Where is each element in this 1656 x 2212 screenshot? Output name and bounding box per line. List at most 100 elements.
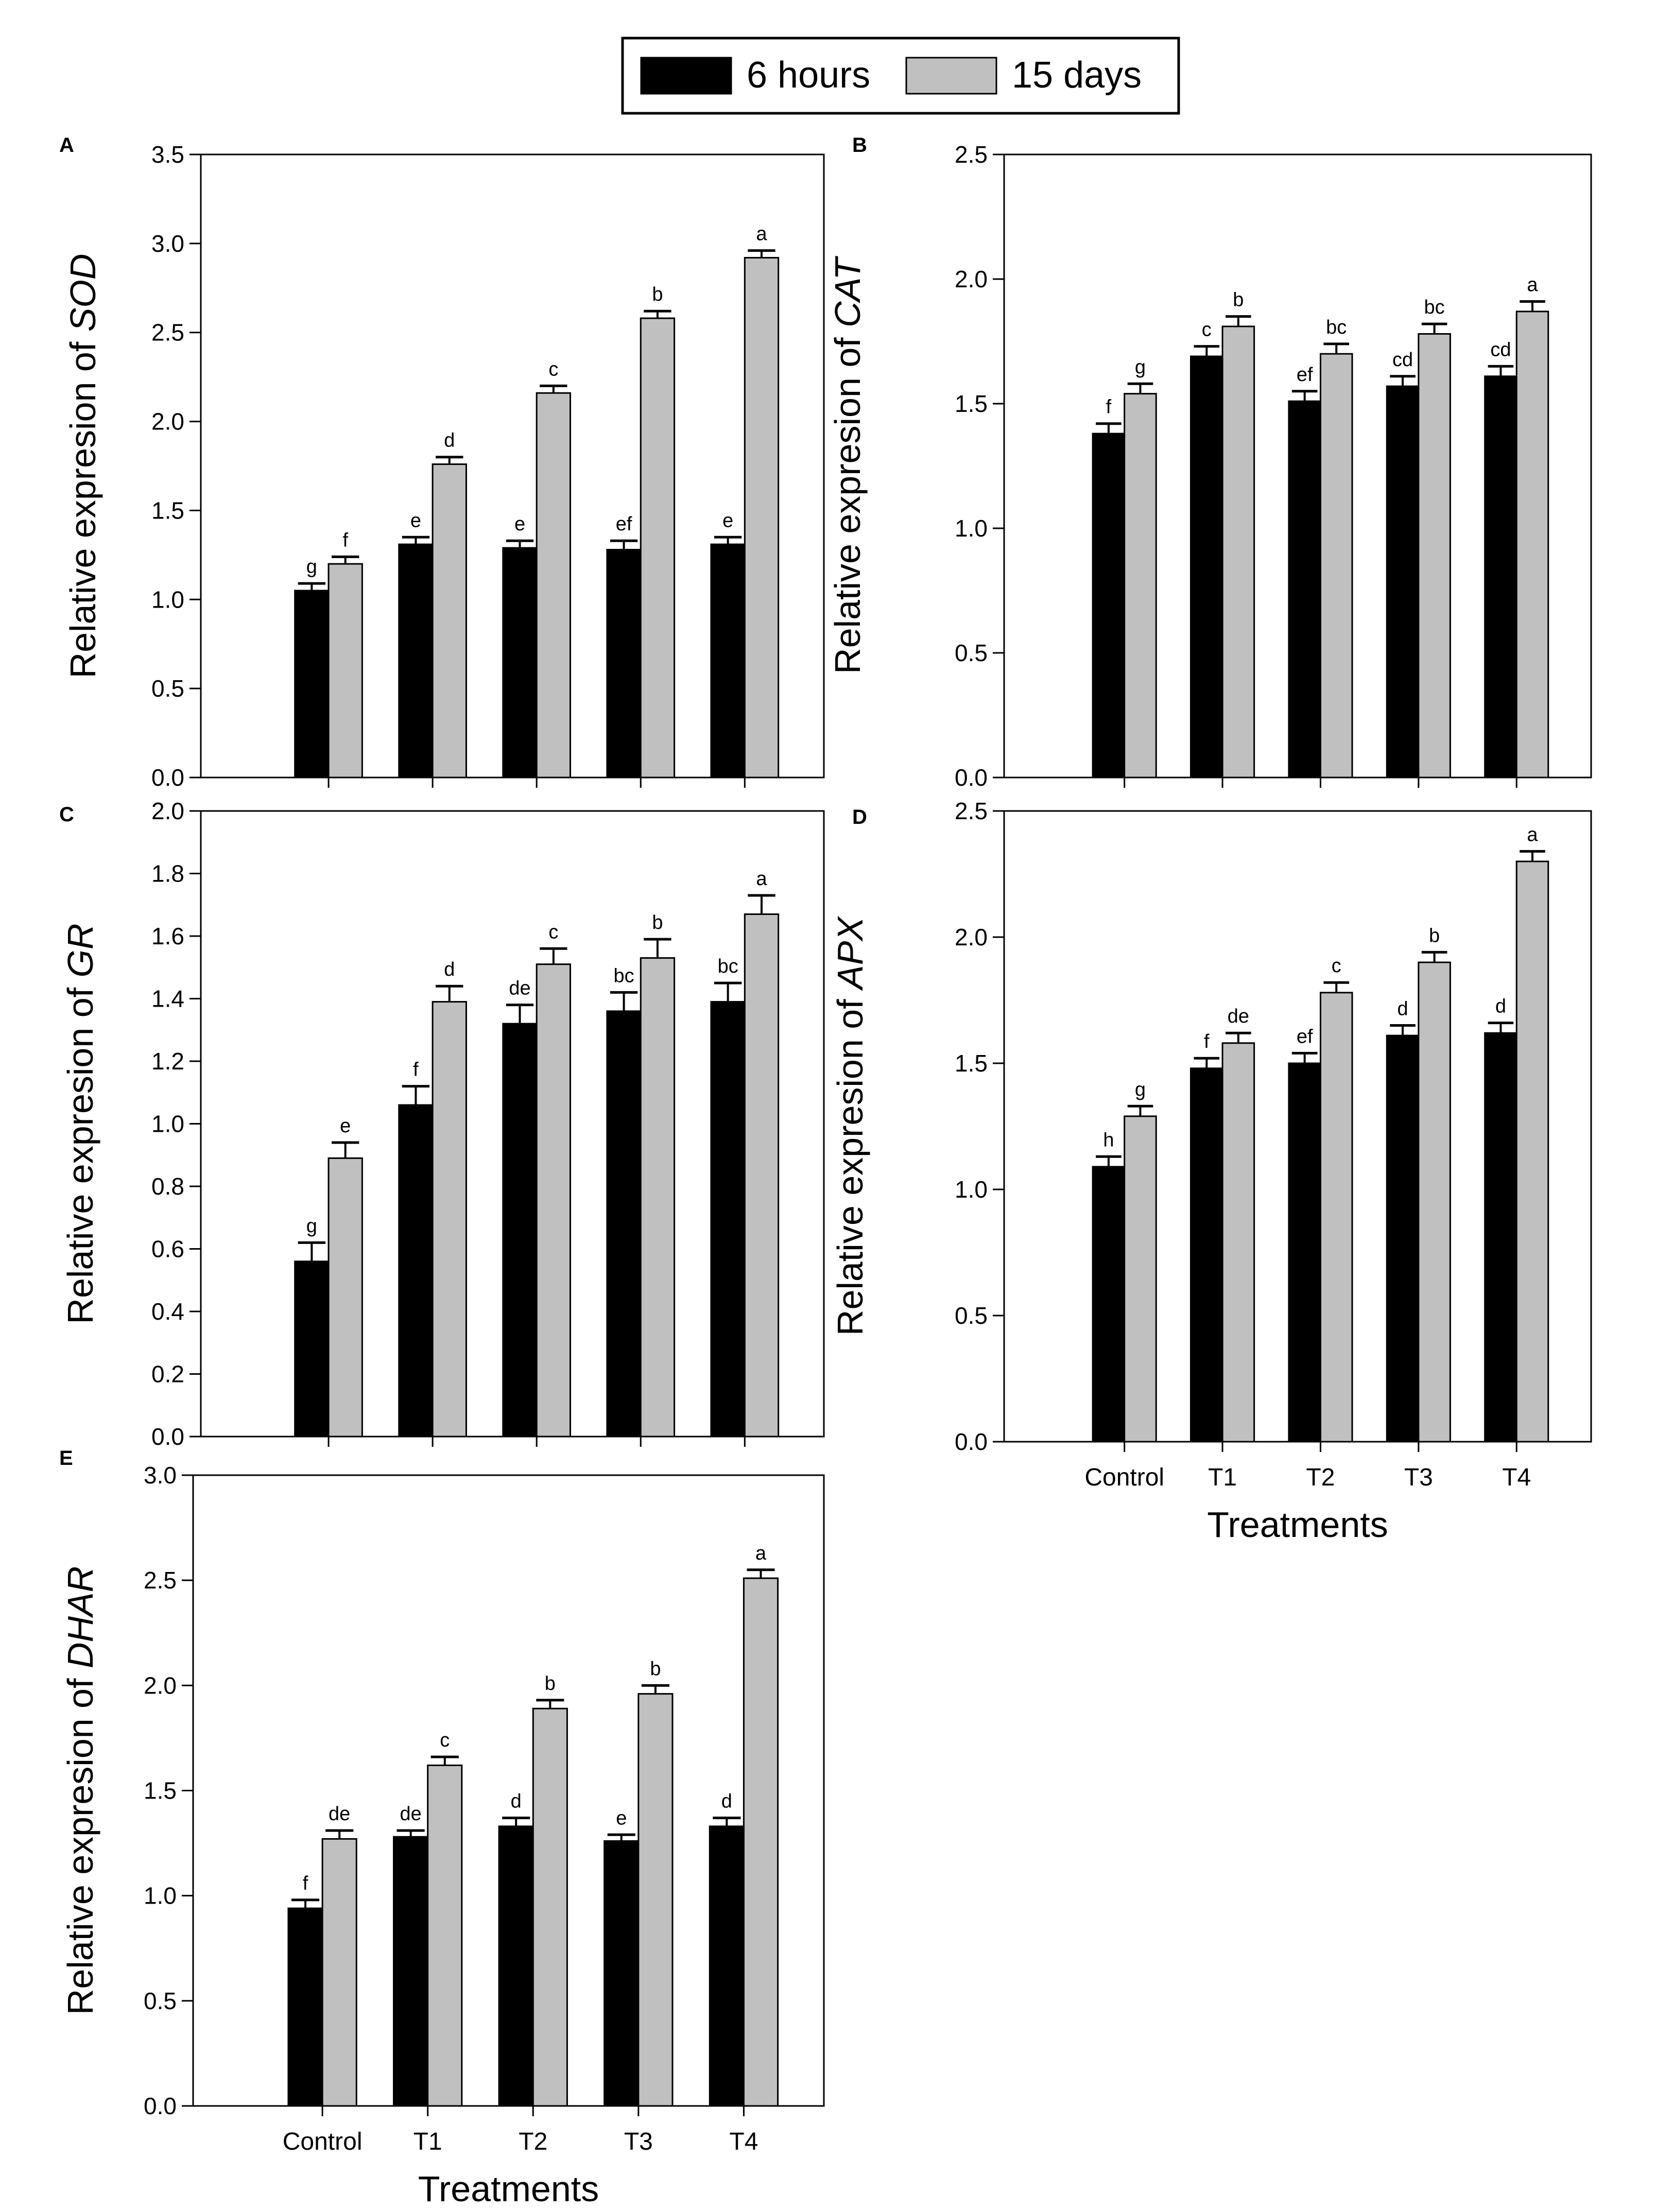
bar (1484, 1032, 1517, 1443)
bar (502, 547, 538, 779)
y-tick-label: 2.5 (151, 319, 184, 346)
significance-letter: b (652, 284, 663, 305)
y-tick-label: 1.6 (151, 923, 184, 949)
panel-cat: 0.0 0.5 1.0 1.5 2.0 2.5 f g cb ef bc cd bc cd a B Relati… (827, 134, 1592, 791)
category-label: T3 (1404, 1464, 1433, 1491)
significance-letter: de (400, 1803, 421, 1825)
significance-letter: bc (1424, 297, 1445, 318)
y-tick-label: 2.5 (144, 1567, 177, 1594)
bar (1124, 393, 1157, 779)
legend-label-15-days: 15 days (1012, 55, 1142, 96)
significance-letter: cd (1392, 349, 1413, 371)
bar (640, 317, 676, 779)
y-tick-label: 0.2 (151, 1361, 184, 1388)
category-label: T1 (413, 2128, 442, 2155)
y-axis-label: Relative expresion of GR (60, 923, 100, 1324)
y-axis-label: Relative expresion of SOD (63, 254, 103, 679)
bar (398, 1104, 434, 1438)
y-tick-label: 0.0 (151, 764, 184, 791)
bar (1092, 1166, 1126, 1443)
bar (432, 463, 467, 779)
panel-sod: 0.0 0.5 1.0 1.5 2.0 2.5 3.0 3.5 g f e d e c ef b e a A Rela… (59, 134, 825, 791)
y-tick-label: 0.5 (955, 1302, 988, 1329)
category-label: Control (283, 2128, 363, 2155)
y-tick-label: 1.5 (144, 1777, 177, 1804)
bar (393, 1836, 429, 2107)
significance-letter: c (440, 1730, 450, 1751)
panel-letter: D (852, 806, 867, 828)
bar (637, 1693, 674, 2107)
significance-letter: a (756, 223, 767, 245)
bar (321, 1838, 357, 2107)
y-tick-label: 1.5 (151, 497, 184, 524)
bar (1221, 1042, 1255, 1443)
category-label: T4 (1502, 1464, 1531, 1491)
chart-panels: 0.00.51.01.52.02.53.03.5gfedecefbeaARela… (59, 134, 1592, 2209)
significance-letter: ef (1297, 1026, 1313, 1047)
y-tick-label: 2.5 (955, 798, 988, 824)
significance-letter: b (652, 912, 663, 934)
legend-swatch-6-hours (640, 57, 732, 95)
bar (536, 392, 572, 779)
y-tick-label: 1.4 (151, 986, 184, 1012)
significance-letter: c (1202, 319, 1212, 341)
y-tick-label: 2.5 (955, 141, 988, 168)
significance-letter: d (511, 1791, 522, 1812)
significance-letter: a (1527, 824, 1538, 845)
bar (606, 1010, 642, 1438)
significance-letter: bc (718, 956, 738, 977)
y-tick-label: 3.5 (151, 141, 184, 168)
legend-label-6-hours: 6 hours (747, 55, 870, 96)
bar (710, 543, 746, 779)
y-tick-label: 3.0 (151, 230, 184, 257)
category-label: T4 (729, 2128, 758, 2155)
y-axis-label-prefix: Relative expresion of (830, 989, 870, 1336)
significance-letter: d (444, 959, 455, 980)
category-label: T3 (624, 2128, 653, 2155)
bar (1515, 310, 1549, 779)
bar (744, 913, 780, 1438)
bar (1221, 325, 1255, 779)
y-tick-label: 0.0 (955, 764, 988, 791)
bar (606, 548, 642, 779)
significance-letter: c (548, 358, 558, 380)
bar (709, 1825, 745, 2107)
bar (498, 1825, 534, 2107)
significance-letter: bc (614, 965, 634, 987)
y-tick-label: 0.8 (151, 1173, 184, 1200)
significance-letter: g (1135, 1079, 1146, 1100)
category-label: T2 (1306, 1464, 1335, 1491)
significance-letter: g (306, 1215, 317, 1237)
significance-letter: g (1135, 356, 1146, 378)
significance-letter: f (303, 1873, 308, 1894)
bar (327, 1157, 363, 1438)
bar (710, 1001, 746, 1438)
significance-letter: bc (1326, 317, 1347, 338)
significance-letter: f (1204, 1031, 1210, 1052)
bar (294, 1260, 330, 1438)
bar (427, 1765, 463, 2107)
significance-letter: e (410, 510, 421, 531)
y-tick-label: 0.4 (151, 1298, 184, 1325)
significance-letter: f (413, 1059, 419, 1081)
significance-letter: e (616, 1807, 627, 1829)
significance-letter: d (1495, 996, 1506, 1017)
significance-letter: b (650, 1658, 661, 1680)
panel-letter: E (59, 1447, 73, 1470)
y-tick-label: 0.5 (955, 640, 988, 666)
significance-letter: b (1233, 289, 1244, 311)
significance-letter: ef (616, 513, 632, 535)
bar (1288, 1062, 1321, 1443)
panel-apx: 0.0 0.5 1.0 1.5 2.0 2.5 h g Control fde T1 ef c T2 d b T… (830, 798, 1592, 1545)
y-tick-label: 1.0 (144, 1882, 177, 1909)
bar (398, 543, 434, 779)
y-axis-label-prefix: Relative expresion of (60, 977, 100, 1324)
y-tick-label: 1.0 (955, 515, 988, 542)
panel-letter: C (59, 803, 74, 826)
x-axis-label: Treatments (1207, 1505, 1388, 1545)
bar (287, 1907, 323, 2107)
bar (1124, 1115, 1157, 1443)
bar (1319, 353, 1353, 779)
significance-letter: c (548, 921, 558, 943)
significance-letter: c (1332, 955, 1341, 977)
